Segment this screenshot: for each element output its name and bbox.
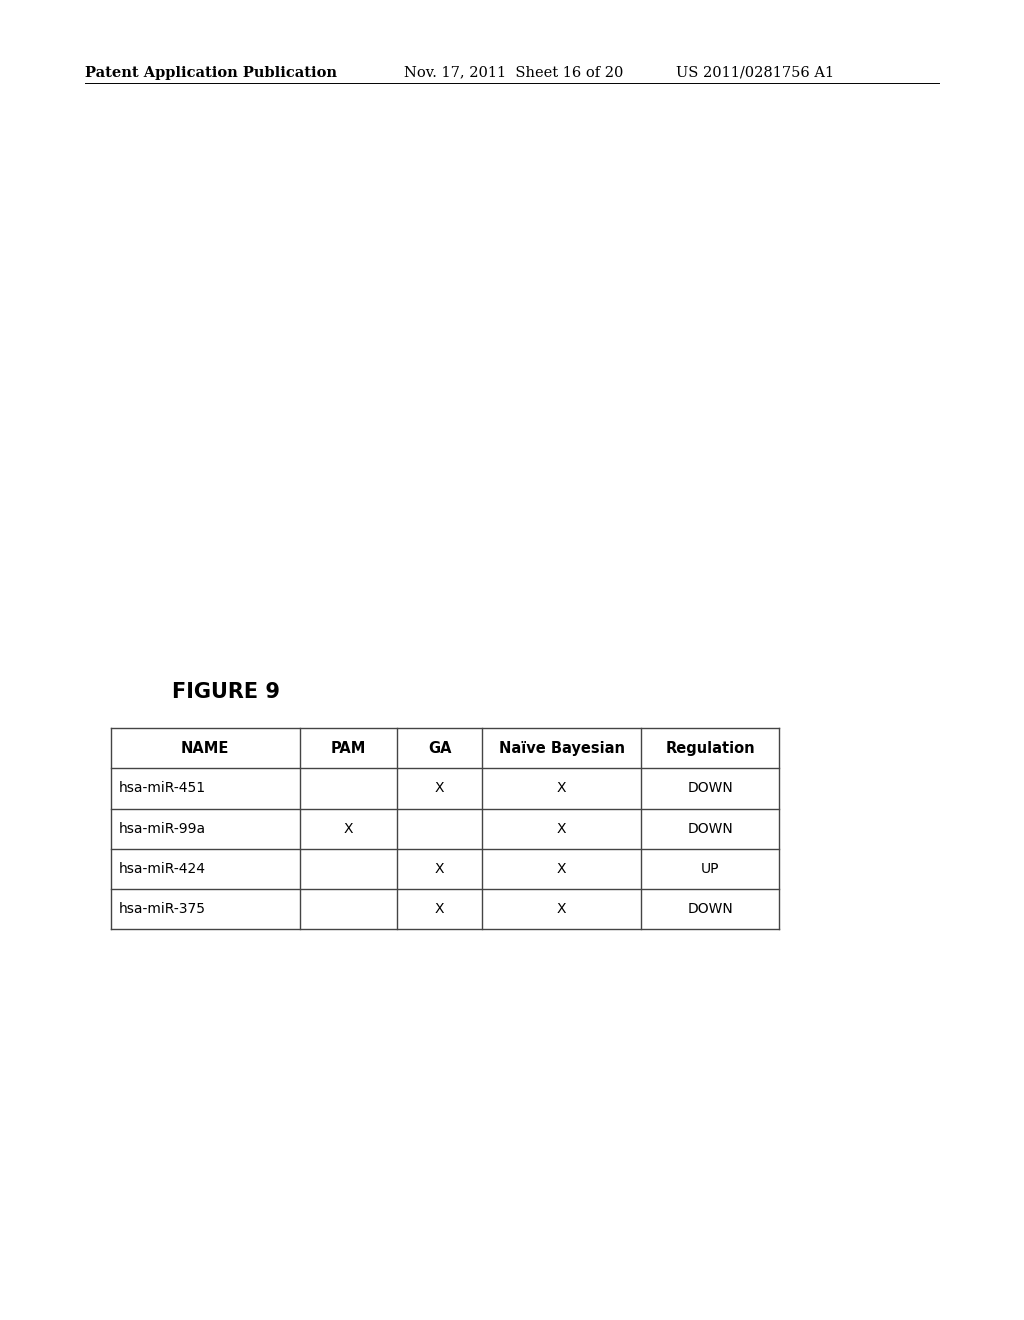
Text: X: X	[435, 862, 444, 876]
Text: UP: UP	[700, 862, 720, 876]
Text: X: X	[557, 902, 566, 916]
Text: DOWN: DOWN	[687, 902, 733, 916]
Text: DOWN: DOWN	[687, 821, 733, 836]
Text: Nov. 17, 2011  Sheet 16 of 20: Nov. 17, 2011 Sheet 16 of 20	[404, 66, 624, 79]
Text: X: X	[435, 781, 444, 796]
Text: PAM: PAM	[331, 741, 367, 755]
Text: NAME: NAME	[181, 741, 229, 755]
Text: hsa-miR-424: hsa-miR-424	[119, 862, 206, 876]
Text: X: X	[557, 821, 566, 836]
Text: X: X	[557, 781, 566, 796]
Text: GA: GA	[428, 741, 452, 755]
Text: hsa-miR-375: hsa-miR-375	[119, 902, 206, 916]
Text: hsa-miR-451: hsa-miR-451	[119, 781, 206, 796]
Text: FIGURE 9: FIGURE 9	[172, 682, 280, 702]
Text: US 2011/0281756 A1: US 2011/0281756 A1	[676, 66, 834, 79]
Text: X: X	[557, 862, 566, 876]
Text: DOWN: DOWN	[687, 781, 733, 796]
Text: X: X	[435, 902, 444, 916]
Text: Patent Application Publication: Patent Application Publication	[85, 66, 337, 79]
Text: X: X	[344, 821, 353, 836]
Text: Regulation: Regulation	[666, 741, 755, 755]
Text: Naïve Bayesian: Naïve Bayesian	[499, 741, 625, 755]
Text: hsa-miR-99a: hsa-miR-99a	[119, 821, 206, 836]
